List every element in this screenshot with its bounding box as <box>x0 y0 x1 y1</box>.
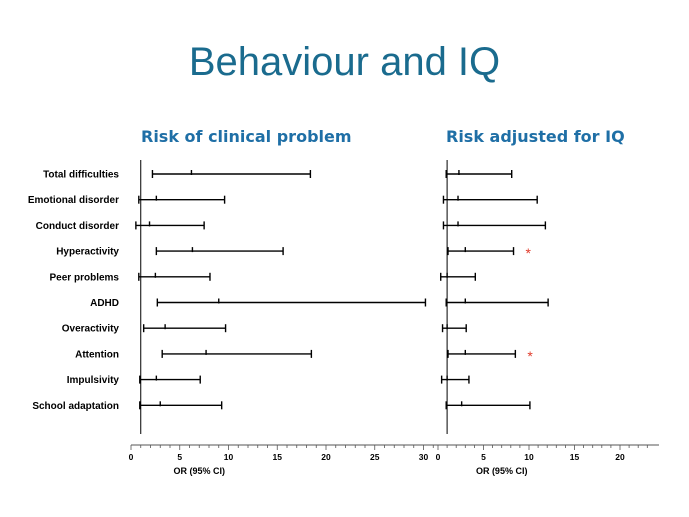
category-label: Peer problems <box>50 272 120 283</box>
left-panel-title: Risk of clinical problem <box>141 127 352 146</box>
left-tick-label: 5 <box>177 452 182 462</box>
left-tick-label: 0 <box>129 452 134 462</box>
right-significance-marker: * <box>526 245 532 261</box>
right-tick-label: 15 <box>570 452 580 462</box>
left-x-axis-label: OR (95% CI) <box>173 466 225 476</box>
category-label: ADHD <box>90 298 119 309</box>
right-tick-label: 20 <box>615 452 625 462</box>
right-tick-label: 0 <box>436 452 441 462</box>
left-tick-label: 20 <box>321 452 331 462</box>
category-label: Hyperactivity <box>56 247 119 258</box>
left-tick-label: 10 <box>224 452 234 462</box>
category-label: Emotional disorder <box>28 195 119 206</box>
category-label: Overactivity <box>62 324 120 335</box>
right-tick-label: 10 <box>524 452 534 462</box>
left-tick-label: 30 <box>419 452 429 462</box>
left-tick-label: 25 <box>370 452 380 462</box>
category-label: Total difficulties <box>43 170 119 181</box>
left-tick-label: 15 <box>273 452 283 462</box>
category-label: School adaptation <box>32 401 119 412</box>
right-significance-marker: * <box>527 348 533 364</box>
category-label: Attention <box>75 349 119 360</box>
right-x-axis-label: OR (95% CI) <box>476 466 528 476</box>
right-panel-title: Risk adjusted for IQ <box>446 127 625 146</box>
category-label: Impulsivity <box>67 375 120 386</box>
right-tick-label: 5 <box>481 452 486 462</box>
slide-title: Behaviour and IQ <box>188 40 501 84</box>
category-label: Conduct disorder <box>36 221 119 232</box>
